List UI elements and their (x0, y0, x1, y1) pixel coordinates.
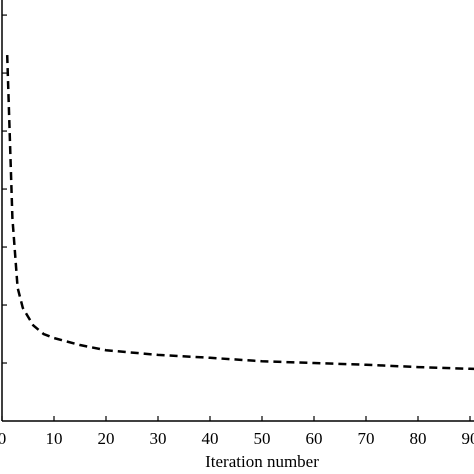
x-tick-label: 0 (0, 429, 6, 448)
x-tick-label: 70 (358, 429, 375, 448)
x-tick-label: 80 (410, 429, 427, 448)
x-tick-label: 90 (462, 429, 474, 448)
x-tick-label: 20 (98, 429, 115, 448)
series-line (5, 55, 474, 371)
x-tick-label: 60 (306, 429, 323, 448)
x-axis-title: Iteration number (205, 452, 319, 471)
x-tick-label: 30 (150, 429, 167, 448)
x-tick-label: 50 (254, 429, 271, 448)
x-tick-label: 40 (202, 429, 219, 448)
x-tick-label: 10 (46, 429, 63, 448)
